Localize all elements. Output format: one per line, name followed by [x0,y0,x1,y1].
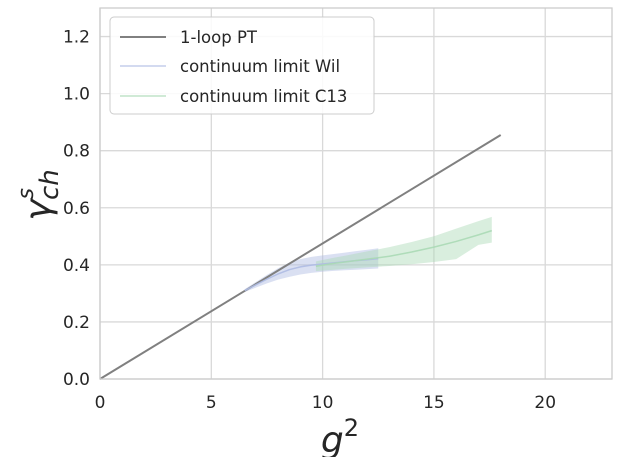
legend-label-continuum-c13: continuum limit C13 [180,87,347,106]
legend-box [109,16,375,115]
y-axis-label-sup: s [14,188,39,199]
y-tick-label: 0.8 [63,142,90,162]
y-axis-title: γsch [14,169,65,221]
svg-text:g2: g2 [321,414,359,457]
series-bands [244,216,492,292]
y-tick-label: 0.2 [63,313,90,333]
legend-label-1-loop-pt: 1-loop PT [180,28,258,47]
y-tick-label: 0.0 [63,370,90,390]
series-lines [99,134,502,380]
y-axis-label: γ [18,198,59,221]
x-tick-label: 5 [206,393,217,413]
y-tick-label: 1.2 [63,28,90,48]
x-axis-label: g [321,420,344,457]
x-tick-label: 15 [423,393,445,413]
y-tick-label: 0.4 [63,256,90,276]
x-tick-label: 10 [312,393,334,413]
svg-text:γsch: γsch [14,169,65,221]
plot-frame [99,7,613,380]
x-axis-title: g2 [321,414,359,457]
x-axis-label-sup: 2 [344,414,359,442]
y-axis-label-sub: ch [35,169,65,200]
x-tick-label: 0 [95,393,106,413]
legend-label-continuum-wil: continuum limit Wil [180,57,340,76]
line-continuum-limit-c13 [315,229,493,268]
line-1-loop-pt [99,134,502,380]
x-tick-label: 20 [534,393,556,413]
y-tick-label: 1.0 [63,85,90,105]
legend: 1-loop PT continuum limit Wil continuum … [109,16,375,115]
y-tick-label: 0.6 [63,199,90,219]
band-continuum-limit-wil [244,248,379,292]
tick-labels: 0 5 10 15 20 0.0 0.2 0.4 0.6 0.8 1.0 1.2 [63,28,556,413]
band-continuum-limit-c13 [315,216,492,272]
